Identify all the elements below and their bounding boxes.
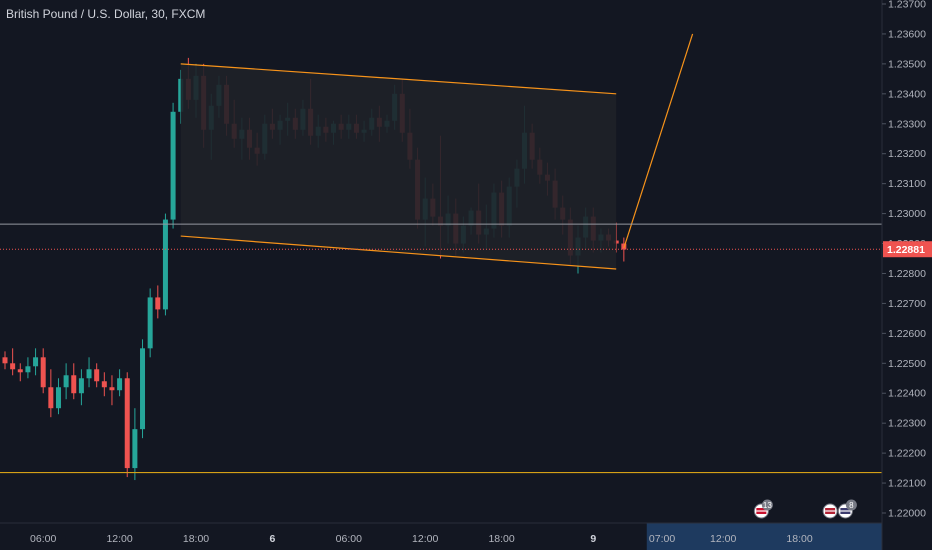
price-tick-label: 1.22400	[888, 388, 926, 400]
last-price-label: 1.22881	[887, 244, 925, 256]
candle-body	[40, 357, 46, 388]
candle-body	[63, 375, 69, 388]
channel-fill	[180, 63, 617, 269]
candle-body	[117, 378, 123, 391]
price-tick-label: 1.23300	[888, 118, 926, 130]
candle-body	[86, 369, 92, 379]
candle-body	[10, 363, 16, 370]
price-tick-label: 1.22600	[888, 328, 926, 340]
us-event-2-count-label: 8	[849, 501, 854, 510]
price-tick-label: 1.22000	[888, 508, 926, 520]
time-tick-label: 12:00	[412, 533, 438, 545]
candle-body	[162, 219, 168, 310]
price-tick-label: 1.23600	[888, 28, 926, 40]
candle-body	[2, 357, 8, 364]
price-axis[interactable]: 1.23700 1.23600 1.23500 1.23400 1.23300 1.232…	[882, 0, 926, 520]
forecast-band	[646, 523, 882, 550]
price-tick-label: 1.23500	[888, 58, 926, 70]
time-tick-label: 12:00	[710, 533, 736, 545]
candle-body	[155, 297, 161, 310]
price-tick-label: 1.23200	[888, 148, 926, 160]
time-tick-label: 6	[269, 533, 275, 545]
candle-body	[147, 297, 153, 349]
price-tick-label: 1.23100	[888, 178, 926, 190]
price-tick-label: 1.22700	[888, 298, 926, 310]
candle-body	[48, 387, 54, 409]
time-tick-label: 18:00	[183, 533, 209, 545]
plot-background	[0, 0, 882, 523]
price-tick-label: 1.22300	[888, 418, 926, 430]
time-tick-label: 9	[590, 533, 596, 545]
event-markers[interactable]: 13 8	[753, 499, 857, 519]
candle-body	[109, 387, 115, 391]
time-tick-label: 06:00	[30, 533, 56, 545]
candle-body	[17, 369, 23, 373]
candle-body	[33, 357, 39, 367]
last-price-tag: 1.22881	[883, 241, 932, 258]
candle-body	[25, 366, 31, 373]
gb-event-count-badge	[761, 499, 773, 511]
candle-body	[55, 387, 61, 409]
candle-body	[170, 111, 176, 220]
time-tick-label: 07:00	[649, 533, 675, 545]
price-tick-label: 1.23000	[888, 208, 926, 220]
candle-body	[78, 378, 84, 394]
price-tick-label: 1.22100	[888, 478, 926, 490]
drawings[interactable]	[180, 33, 694, 270]
channel-lower-line[interactable]	[180, 235, 617, 270]
candle-body	[132, 429, 138, 469]
last-price-box	[883, 241, 932, 258]
horizontal-lines[interactable]	[0, 223, 882, 474]
candle-body	[124, 378, 130, 469]
price-tick-label: 1.22800	[888, 268, 926, 280]
projection-line[interactable]	[623, 33, 694, 249]
channel-upper-line[interactable]	[180, 63, 617, 95]
candle-body	[71, 375, 77, 394]
candle-body	[101, 381, 107, 388]
time-tick-label: 12:00	[106, 533, 132, 545]
price-tick-label: 1.23700	[888, 0, 926, 11]
price-tick-label: 1.23400	[888, 88, 926, 100]
price-tick-label: 1.22200	[888, 448, 926, 460]
gb-event-count-label: 13	[763, 501, 772, 510]
candle-body	[94, 369, 100, 382]
chart-title: British Pound / U.S. Dollar, 30, FXCM	[6, 7, 206, 21]
candle-body	[140, 348, 146, 430]
time-axis[interactable]: 06:00 12:00 18:00 6 06:00 12:00 18:00 9 07:00 12:…	[30, 533, 813, 545]
time-tick-label: 18:00	[786, 533, 812, 545]
time-tick-label: 06:00	[336, 533, 362, 545]
time-tick-label: 18:00	[488, 533, 514, 545]
us-event-2-count-badge	[845, 499, 857, 511]
price-tick-label: 1.22500	[888, 358, 926, 370]
